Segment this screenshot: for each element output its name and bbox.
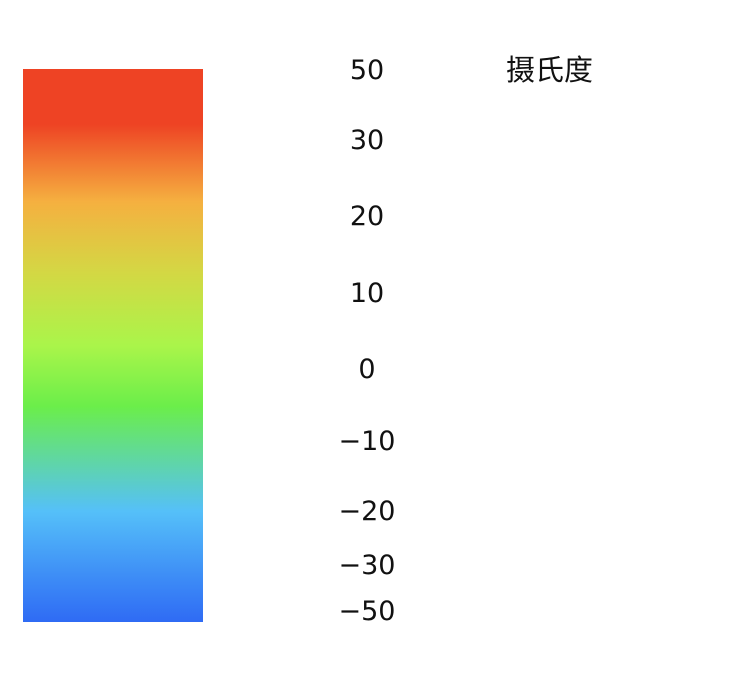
tick-labels: 50 30 20 10 0 −10 −20 −30 −50: [300, 0, 440, 676]
tick-label-10: 10: [349, 278, 385, 309]
tick-label-20: 20: [349, 201, 385, 232]
tick-label-30: 30: [349, 125, 385, 156]
tick-label-50: 50: [349, 55, 385, 86]
tick-label-minus-30: −30: [338, 550, 396, 581]
temperature-color-bar: [23, 69, 203, 622]
unit-label: 摄氏度: [506, 53, 594, 87]
tick-label-minus-10: −10: [338, 426, 396, 457]
tick-label-minus-20: −20: [338, 496, 396, 527]
tick-label-0: 0: [358, 354, 376, 385]
tick-label-minus-50: −50: [338, 596, 396, 627]
